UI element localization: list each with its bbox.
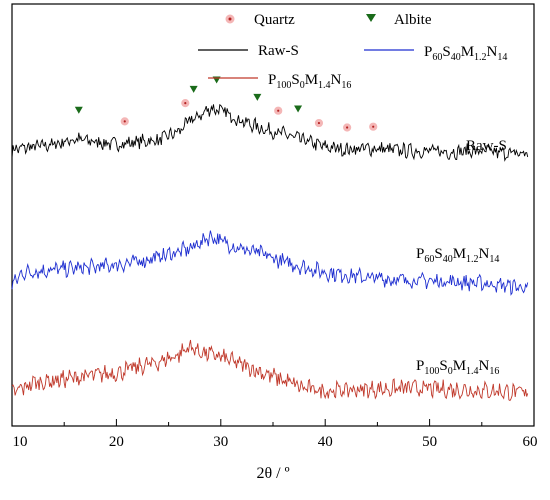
raw-s-curve-label: Raw-S	[466, 138, 507, 154]
x-tick-label-40: 40	[318, 434, 333, 450]
albite-legend-marker	[366, 14, 376, 22]
series-line-3	[11, 339, 529, 402]
legend-p100-label: P100​S0​M1.4​N16​	[268, 72, 351, 91]
legend-p60-label: P60​S40​M1.2​N14​	[424, 44, 507, 63]
x-axis-title: 2θ / º	[256, 465, 289, 482]
legend-albite-label: Albite	[394, 12, 432, 28]
x-axis-ticks: 10 20 30 40 50 60	[11, 419, 538, 450]
albite-marker-2	[189, 85, 198, 93]
x-tick-label-20: 20	[109, 434, 124, 450]
albite-marker-1	[74, 106, 83, 114]
series-line-2	[11, 230, 529, 296]
quartz-marker-5	[343, 123, 352, 132]
albite-marker-4	[253, 93, 262, 101]
quartz-legend-marker	[225, 14, 235, 24]
legend-raw-s-label: Raw-S	[258, 43, 299, 59]
quartz-marker-4	[314, 118, 324, 128]
quartz-marker-3	[274, 106, 283, 115]
quartz-marker-1	[120, 117, 129, 126]
x-tick-label-30: 30	[213, 434, 228, 450]
quartz-marker-6	[369, 122, 378, 131]
legend: Quartz Albite Raw-S P60​S40​M1.2​N14​ P1…	[198, 12, 507, 91]
x-tick-label-60: 60	[523, 434, 538, 450]
x-tick-label-10: 10	[13, 434, 28, 450]
p100-curve-label: P100​S0​M1.4​N16​	[416, 358, 499, 377]
series-line-1	[11, 104, 529, 162]
x-tick-label-50: 50	[422, 434, 437, 450]
albite-marker-5	[294, 105, 303, 113]
quartz-marker-2	[181, 99, 190, 108]
p60-curve-label: P60​S40​M1.2​N14​	[416, 246, 499, 265]
legend-quartz-label: Quartz	[254, 12, 295, 28]
series-layer	[11, 104, 529, 402]
phase-markers	[74, 76, 378, 132]
